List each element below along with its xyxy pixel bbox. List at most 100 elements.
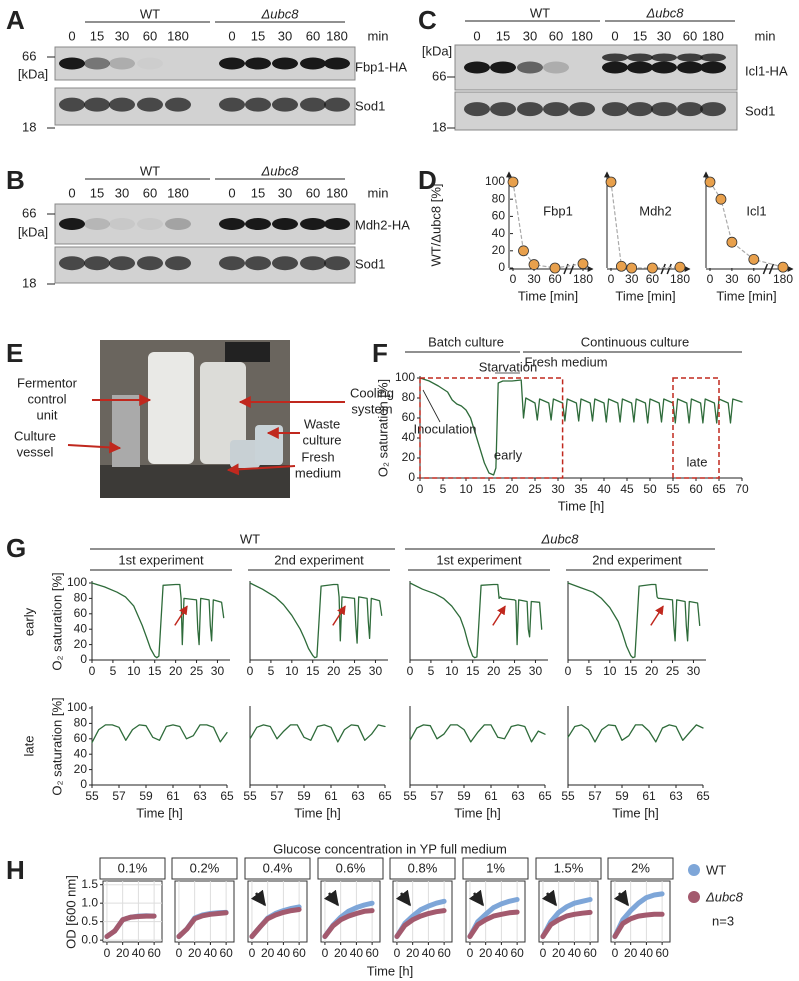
highlight-arrow <box>492 605 506 626</box>
x-tick-label: 0 <box>612 946 619 960</box>
panel-title: 0.6% <box>336 860 366 875</box>
band <box>324 218 350 230</box>
band <box>300 256 326 271</box>
target-label: Fbp1-HA <box>355 59 407 74</box>
photo-bottle <box>255 425 283 465</box>
band <box>59 256 85 271</box>
y-tick-label: 80 <box>74 591 88 605</box>
lane-time: 180 <box>702 28 724 43</box>
x-axis-label: Time [h] <box>136 805 182 820</box>
panel-title: 1% <box>486 860 505 875</box>
x-tick-label: 10 <box>285 664 299 678</box>
x-tick-label: 35 <box>574 482 588 496</box>
y-tick-label: 40 <box>492 226 506 240</box>
x-tick-label: 55 <box>243 789 257 803</box>
lane-time: 15 <box>90 185 104 200</box>
y-tick-label: 80 <box>402 390 416 404</box>
y-axis-label: O₂ saturation [%] <box>49 572 64 670</box>
x-tick-label: 60 <box>365 946 379 960</box>
data-point <box>626 262 638 274</box>
data-line <box>249 724 386 743</box>
panel-title-box <box>99 857 166 880</box>
target-label: Icl1-HA <box>745 63 788 78</box>
annotation: Batch culture <box>428 334 504 349</box>
x-tick-label: 65 <box>378 789 392 803</box>
lane-time: 60 <box>306 28 320 43</box>
x-tick-label: 65 <box>712 482 726 496</box>
x-tick-label: 0 <box>707 272 714 286</box>
x-tick-label: 180 <box>670 272 690 286</box>
data-point <box>577 258 589 270</box>
plot-frame <box>247 880 308 943</box>
band <box>137 97 163 112</box>
photo-device <box>148 352 194 464</box>
panel-header: Glucose concentration in YP full medium <box>273 841 507 856</box>
x-tick-label: 15 <box>466 664 480 678</box>
data-line <box>567 582 701 659</box>
marker-low: 18 <box>22 119 36 134</box>
x-tick-label: 59 <box>139 789 153 803</box>
panel-letter: A <box>6 5 25 35</box>
x-axis-label: Time [h] <box>612 805 658 820</box>
lane-time: 30 <box>278 28 292 43</box>
highlight-arrow <box>250 889 266 907</box>
x-tick-label: 5 <box>110 664 117 678</box>
x-tick-label: 20 <box>479 946 493 960</box>
x-tick-label: 20 <box>505 482 519 496</box>
x-tick-label: 0 <box>247 664 254 678</box>
band <box>700 102 726 117</box>
x-tick-label: 60 <box>689 482 703 496</box>
photo-arrow <box>67 441 122 454</box>
band <box>165 97 191 112</box>
band <box>137 256 163 271</box>
group-label: Δubc8 <box>261 6 300 21</box>
experiment-label: 1st experiment <box>118 552 204 567</box>
x-tick-label: 25 <box>348 664 362 678</box>
chart-title: Mdh2 <box>639 203 672 218</box>
lane-time: 60 <box>306 185 320 200</box>
highlight-arrow <box>650 605 664 626</box>
legend-label: Δubc8 <box>705 889 744 904</box>
x-tick-label: 60 <box>548 272 562 286</box>
lane-time: 0 <box>68 28 75 43</box>
y-tick-label: 100 <box>485 174 505 188</box>
band <box>490 61 516 74</box>
lane-time: 0 <box>473 28 480 43</box>
band <box>700 61 726 74</box>
x-axis-label: Time [h] <box>558 498 604 513</box>
axis-break <box>660 263 666 275</box>
row-label: early <box>21 607 36 636</box>
x-tick-label: 20 <box>188 946 202 960</box>
x-axis-label: Time [h] <box>294 805 340 820</box>
x-tick-label: 0 <box>417 482 424 496</box>
axis-break <box>666 263 672 275</box>
x-tick-label: 65 <box>696 789 710 803</box>
y-tick-label: 20 <box>74 637 88 651</box>
x-tick-label: 57 <box>430 789 444 803</box>
band <box>677 61 703 74</box>
x-tick-label: 20 <box>261 946 275 960</box>
lane-time: 30 <box>523 28 537 43</box>
x-tick-label: 55 <box>85 789 99 803</box>
x-tick-label: 60 <box>747 272 761 286</box>
photo-bench <box>100 465 290 498</box>
band <box>543 61 569 74</box>
data-line <box>249 907 302 939</box>
y-tick-label: 60 <box>402 410 416 424</box>
y-tick-label: 80 <box>74 716 88 730</box>
x-tick-label: 59 <box>297 789 311 803</box>
band <box>677 53 703 62</box>
data-line <box>709 181 784 268</box>
photo-label: control <box>27 391 66 406</box>
data-point <box>518 245 529 257</box>
highlight-arrow <box>395 889 411 907</box>
x-tick-label: 15 <box>624 664 638 678</box>
x-tick-label: 5 <box>440 482 447 496</box>
band <box>627 53 653 62</box>
y-tick-label: 0 <box>80 777 87 791</box>
data-point <box>647 262 658 274</box>
y-axis-label: OD [600 nm] <box>63 875 78 949</box>
panel-letter: C <box>418 5 437 35</box>
x-tick-label: 20 <box>406 946 420 960</box>
panel-letter: B <box>6 165 25 195</box>
